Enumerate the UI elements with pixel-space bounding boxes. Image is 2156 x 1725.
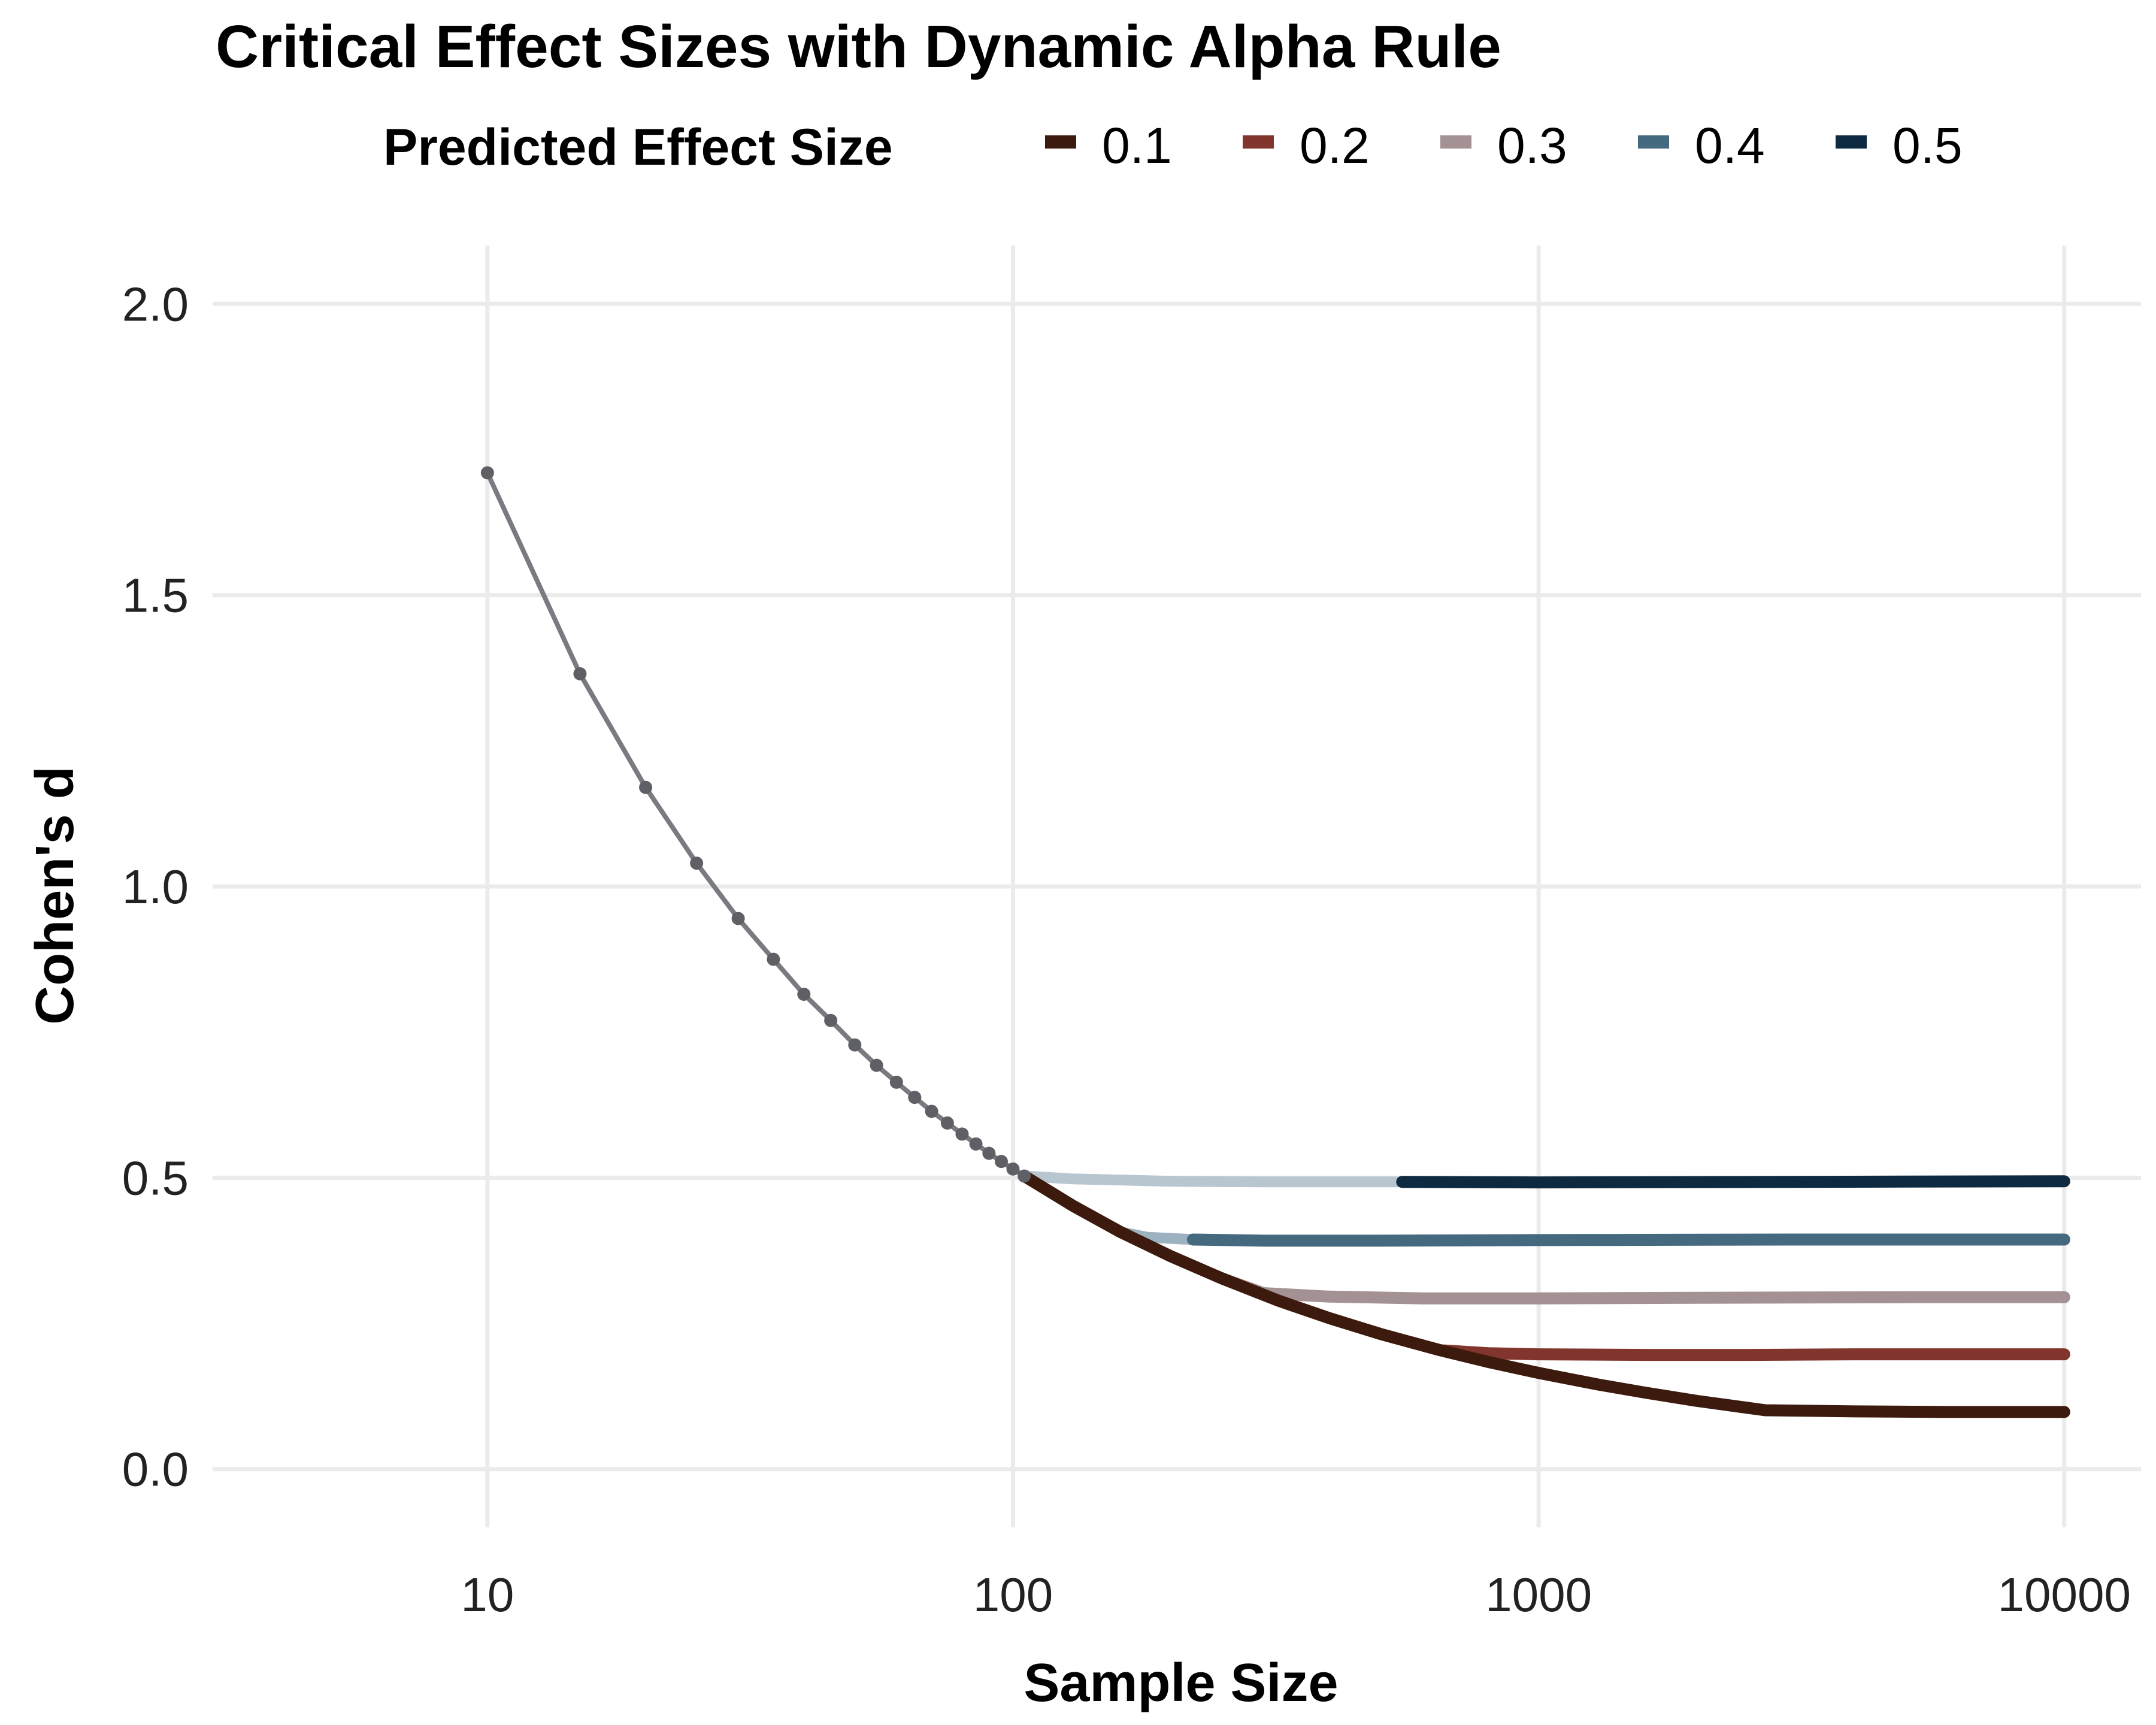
x-tick-label: 100 (973, 1568, 1053, 1621)
x-tick-label: 10000 (1998, 1568, 2131, 1621)
x-tick-label: 10 (461, 1568, 514, 1621)
y-tick-label: 0.5 (122, 1151, 189, 1205)
legend-key-0.1 (1045, 135, 1076, 149)
data-point (731, 912, 745, 925)
data-point (1006, 1162, 1020, 1176)
y-axis-title: Cohen's d (25, 766, 85, 1024)
y-tick-label: 1.5 (122, 569, 189, 622)
data-point (797, 987, 811, 1001)
legend-label: 0.5 (1892, 117, 1963, 174)
legend-label: 0.2 (1300, 117, 1370, 174)
data-point (994, 1155, 1008, 1169)
series-line-0.4 (1187, 1233, 2070, 1247)
data-point (870, 1058, 883, 1072)
legend-label: 0.3 (1497, 117, 1567, 174)
shared-curve-points (480, 466, 1031, 1183)
data-point (690, 857, 704, 870)
series-line-0.5 (1396, 1175, 2070, 1189)
data-point (925, 1104, 938, 1118)
data-point (982, 1146, 996, 1160)
data-point (639, 780, 653, 794)
legend-label: 0.1 (1102, 117, 1172, 174)
x-axis-ticks: 10 100 1000 10000 (461, 1568, 2131, 1621)
data-point (573, 667, 587, 680)
data-point (767, 952, 780, 966)
data-point (848, 1038, 862, 1052)
y-tick-label: 1.0 (122, 860, 189, 913)
data-point (480, 466, 494, 480)
legend-key-0.4 (1638, 135, 1669, 149)
data-point (1018, 1169, 1031, 1183)
data-point (955, 1127, 969, 1141)
data-point (889, 1075, 903, 1089)
x-tick-label: 1000 (1485, 1568, 1592, 1621)
series-line-0.1 (1018, 1170, 2070, 1418)
legend-key-0.2 (1243, 135, 1274, 149)
data-point (908, 1091, 922, 1104)
chart-title: Critical Effect Sizes with Dynamic Alpha… (216, 13, 1501, 80)
y-tick-label: 2.0 (122, 277, 189, 331)
legend: Predicted Effect Size 0.1 0.2 0.3 0.4 0.5 (383, 117, 1963, 176)
data-point (824, 1013, 838, 1027)
y-axis-ticks: 0.0 0.5 1.0 1.5 2.0 (122, 277, 189, 1496)
data-point (969, 1137, 983, 1151)
series-fade-0.5 (1019, 1170, 1408, 1188)
y-tick-label: 0.0 (122, 1443, 189, 1496)
grid (213, 246, 2141, 1527)
legend-title: Predicted Effect Size (383, 119, 893, 176)
data-point (940, 1116, 954, 1130)
legend-label: 0.4 (1695, 117, 1765, 174)
legend-key-0.3 (1440, 135, 1471, 149)
legend-key-0.5 (1836, 135, 1867, 149)
x-axis-title: Sample Size (1024, 1653, 1338, 1713)
